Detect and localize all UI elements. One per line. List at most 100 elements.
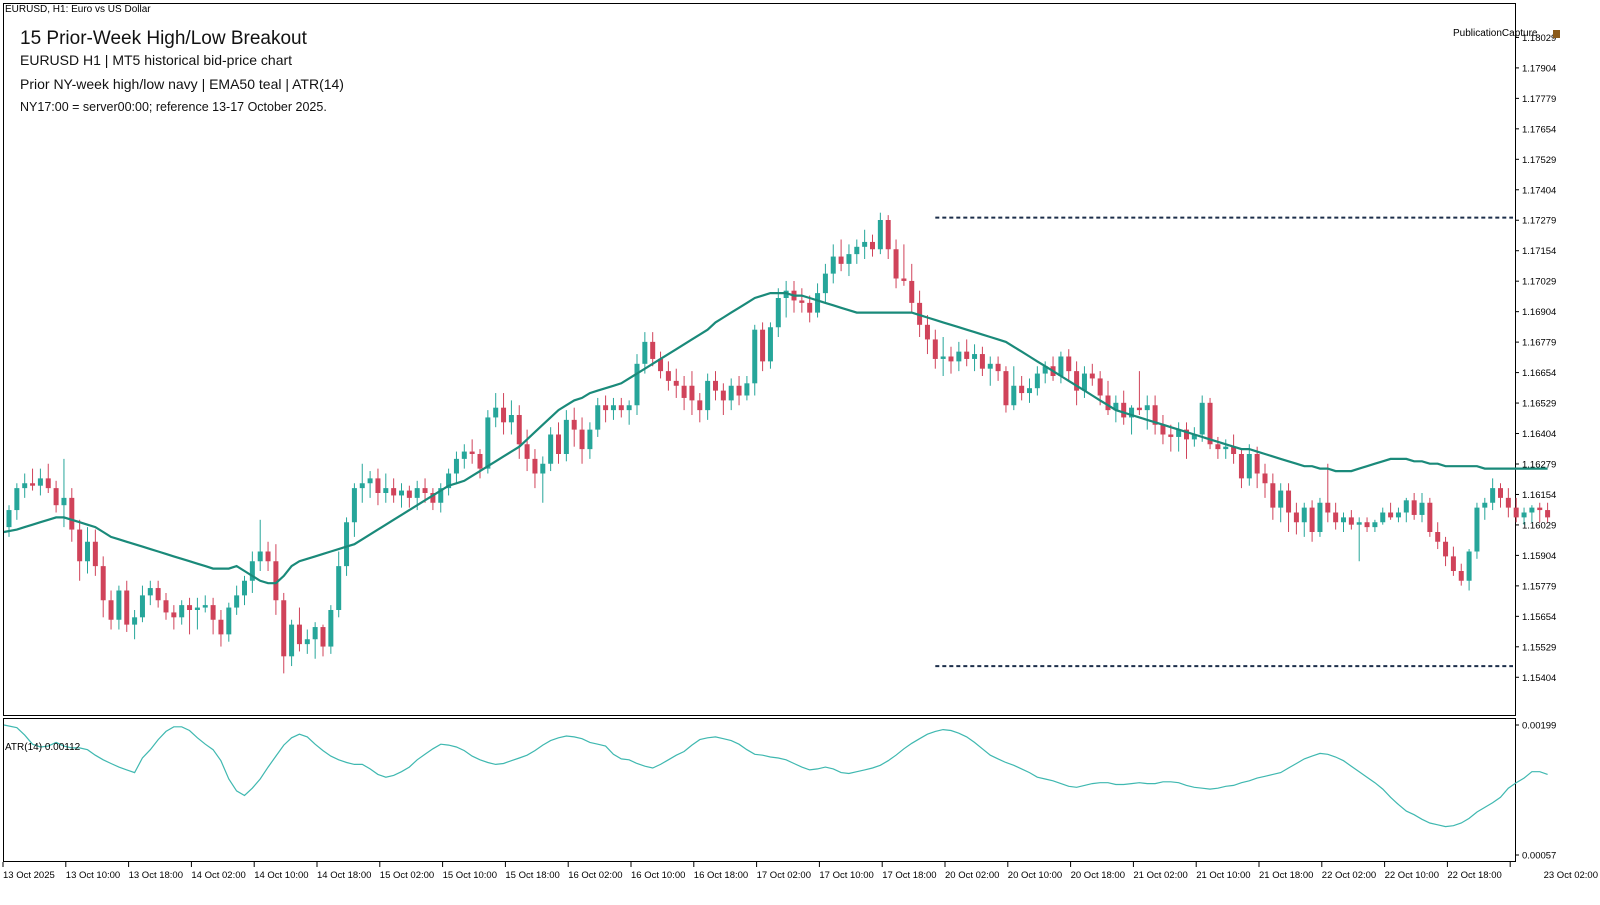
candle-bull	[540, 463, 546, 474]
candle-bear	[77, 529, 83, 562]
price-tick-label: 1.15904	[1522, 551, 1556, 562]
candle-bear	[964, 351, 970, 359]
candle-bull	[446, 473, 452, 489]
candle-bear	[1168, 434, 1174, 437]
price-tick-label: 1.16904	[1522, 307, 1556, 318]
candle-bull	[548, 434, 554, 464]
atr-tick-label: 0.00199	[1522, 721, 1556, 732]
price-tick-label: 1.16654	[1522, 368, 1556, 379]
window-title: EURUSD, H1: Euro vs US Dollar	[5, 4, 151, 15]
time-tick-label: 17 Oct 02:00	[757, 870, 811, 881]
candle-bull	[862, 241, 868, 247]
candle-bear	[1121, 402, 1127, 418]
watermark-icon	[1553, 30, 1560, 38]
candle-bull	[414, 488, 420, 498]
candle-bull	[1403, 500, 1409, 513]
candle-bear	[689, 385, 695, 401]
candle-bear	[1450, 556, 1456, 571]
price-tick-label: 1.17529	[1522, 155, 1556, 166]
candle-bull	[85, 541, 90, 562]
candle-bull	[830, 256, 836, 274]
candle-bear	[1136, 407, 1142, 411]
candle-bear	[1270, 483, 1276, 508]
candle-bull	[854, 246, 860, 255]
time-tick-label: 13 Oct 2025	[3, 870, 55, 881]
candle-bear	[430, 493, 436, 503]
candle-bear	[1498, 488, 1503, 498]
candle-bear	[1286, 490, 1292, 513]
candle-bear	[171, 612, 177, 618]
time-tick-label: 16 Oct 18:00	[694, 870, 748, 881]
candle-bull	[132, 617, 138, 625]
candle-bear	[69, 497, 75, 530]
candle-bear	[838, 256, 844, 264]
candle-bull	[257, 551, 263, 562]
candle-bull	[728, 385, 734, 401]
candle-bear	[281, 600, 287, 657]
candle-bull	[1301, 507, 1307, 523]
candle-bull	[1317, 502, 1323, 532]
candle-bull	[587, 429, 593, 450]
candle-bull	[249, 561, 255, 581]
price-tick-label: 1.17279	[1522, 216, 1556, 227]
candle-bull	[202, 605, 208, 608]
price-tick-label: 1.17904	[1522, 63, 1556, 74]
candle-bear	[870, 241, 875, 250]
candle-bull	[399, 490, 404, 496]
candle-bull	[634, 363, 640, 406]
candle-bull	[1419, 502, 1425, 515]
atr-panel-border	[3, 718, 1516, 862]
candle-bull	[1113, 402, 1119, 411]
price-tick-label: 1.16404	[1522, 429, 1556, 440]
time-tick-label: 22 Oct 02:00	[1322, 870, 1376, 881]
candle-bear	[532, 458, 538, 474]
candle-bull	[1380, 512, 1386, 523]
candle-bull	[1395, 512, 1401, 518]
candle-bear	[1388, 512, 1394, 518]
candle-bear	[218, 619, 224, 635]
candle-bull	[22, 483, 28, 489]
candle-bull	[37, 478, 43, 486]
candle-bull	[752, 329, 758, 384]
candle-bear	[524, 444, 530, 459]
prior-week-levels	[935, 216, 1513, 668]
time-tick-label: 22 Oct 18:00	[1447, 870, 1501, 881]
time-tick-label: 13 Oct 18:00	[129, 870, 183, 881]
candle-bull	[242, 580, 247, 596]
candle-bull	[987, 363, 993, 369]
candle-bear	[375, 478, 381, 493]
time-tick-label: 15 Oct 18:00	[505, 870, 559, 881]
candle-bear	[720, 390, 726, 401]
time-tick-label: 15 Oct 10:00	[443, 870, 497, 881]
candle-bear	[1105, 395, 1111, 411]
candle-bull	[1482, 502, 1488, 508]
candle-bull	[1521, 512, 1527, 518]
candle-bear	[1435, 532, 1441, 542]
overlay-line-2: Prior NY-week high/low navy | EMA50 teal…	[20, 76, 344, 92]
candle-bear	[1152, 405, 1158, 425]
candle-bull	[359, 483, 365, 489]
price-tick-label: 1.16529	[1522, 399, 1556, 410]
candle-bull	[116, 590, 122, 620]
candle-bear	[571, 419, 577, 430]
price-axis: 1.18029 1.17904 1.17779 1.17654 1.17529 1.174…	[1515, 33, 1556, 684]
candle-bear	[1097, 378, 1103, 396]
price-tick-label: 1.18029	[1522, 33, 1556, 44]
main-panel-border	[3, 3, 1516, 716]
ema50-line	[3, 292, 1548, 585]
candle-bull	[179, 605, 185, 618]
candle-bull	[493, 407, 499, 418]
candle-bear	[1207, 402, 1213, 445]
candle-bear	[799, 300, 805, 303]
candle-bull	[642, 341, 648, 364]
overlay-title: 15 Prior-Week High/Low Breakout	[20, 28, 307, 49]
candle-bear	[501, 407, 507, 423]
candle-bear	[516, 415, 522, 445]
candle-bear	[893, 249, 899, 279]
candle-bull	[351, 488, 357, 523]
candle-bull	[1529, 507, 1535, 513]
candle-bull	[453, 458, 459, 474]
atr-indicator-label: ATR(14) 0.00112	[5, 742, 81, 753]
